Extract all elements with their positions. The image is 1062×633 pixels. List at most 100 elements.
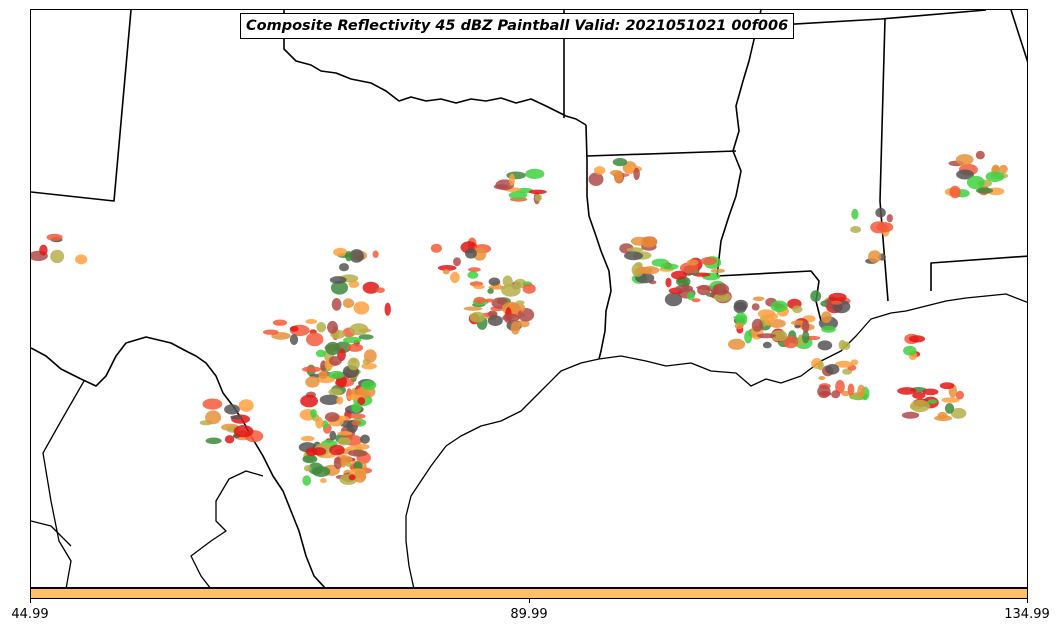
storm-cell <box>473 296 486 304</box>
storm-cell <box>955 154 974 166</box>
storm-cell <box>316 322 327 333</box>
storm-cell <box>903 345 917 356</box>
storm-cell <box>329 430 337 441</box>
storm-cell <box>233 425 254 438</box>
storm-cell <box>372 250 379 258</box>
map-title: Composite Reflectivity 45 dBZ Paintball … <box>240 13 795 39</box>
storm-cell <box>302 475 312 486</box>
tx-ar-border <box>585 124 590 217</box>
storm-cell <box>825 364 840 375</box>
storm-cell <box>330 280 349 295</box>
colorbar-tick-max <box>1027 599 1028 603</box>
storm-cell <box>901 411 920 419</box>
storm-cell <box>289 325 299 332</box>
storm-cell <box>362 281 380 294</box>
storm-cell <box>238 399 254 412</box>
colorbar-label-mid: 89.99 <box>510 607 548 622</box>
storm-cell <box>375 287 385 294</box>
storm-cell <box>354 443 370 450</box>
storm-cell <box>870 221 888 234</box>
storm-cell <box>487 288 494 294</box>
storm-cell <box>308 462 324 475</box>
storm-cell <box>752 296 765 302</box>
storm-cell <box>712 283 730 296</box>
map-panel <box>30 9 1028 588</box>
storm-cell <box>333 247 348 257</box>
storm-cell <box>353 301 370 315</box>
storm-cell <box>831 300 842 305</box>
storm-cell <box>937 411 948 420</box>
storm-cell <box>337 431 353 436</box>
storm-cell <box>985 171 1005 183</box>
storm-cell <box>956 169 974 180</box>
storm-cell <box>534 194 542 202</box>
storm-cell <box>588 172 604 186</box>
storm-cell <box>835 379 845 394</box>
storm-cell <box>612 158 628 167</box>
mexico-state-border <box>42 380 85 587</box>
storm-cell <box>329 276 347 284</box>
storm-cell <box>510 321 521 335</box>
storm-cell <box>302 366 322 373</box>
storm-cell <box>850 226 862 233</box>
storm-cell <box>828 292 847 302</box>
colorbar-label-max: 134.99 <box>1004 607 1050 622</box>
storm-cell <box>303 465 312 472</box>
storm-cell <box>333 457 343 470</box>
storm-cell <box>941 397 960 403</box>
storm-cell <box>300 394 318 408</box>
storm-cell <box>838 339 847 351</box>
storm-cell <box>851 208 859 220</box>
rio-grande <box>31 336 326 587</box>
storm-cell <box>315 349 326 358</box>
storm-cell <box>305 376 320 388</box>
paintball-storm-cells <box>31 150 1009 486</box>
storm-cell <box>762 341 772 349</box>
storm-cell <box>664 292 683 307</box>
storm-cell <box>831 390 841 399</box>
storm-cell <box>468 267 481 272</box>
storm-cell <box>340 455 347 468</box>
storm-cell <box>467 271 479 279</box>
mexico-state-border <box>31 520 72 547</box>
storm-cell <box>272 319 288 326</box>
storm-cell <box>517 319 530 328</box>
storm-cell <box>519 304 526 312</box>
storm-cell <box>821 325 836 333</box>
storm-cell <box>908 335 926 343</box>
storm-cell <box>626 247 644 253</box>
storm-cell <box>633 167 640 181</box>
storm-cell <box>343 336 362 344</box>
storm-cell <box>733 301 747 314</box>
storm-cell <box>751 303 760 311</box>
storm-cell <box>305 319 318 324</box>
storm-cell <box>528 189 547 195</box>
storm-cell <box>834 360 853 368</box>
storm-cell <box>912 391 926 399</box>
storm-cell <box>488 277 501 286</box>
storm-cell <box>817 360 824 371</box>
storm-cell <box>522 283 536 294</box>
storm-cell <box>614 170 624 183</box>
storm-cell <box>50 249 65 264</box>
storm-cell <box>306 332 324 347</box>
fl-panhandle <box>930 255 1027 291</box>
storm-cell <box>46 233 63 241</box>
storm-cell <box>841 390 851 397</box>
storm-cell <box>361 380 377 390</box>
storm-cell <box>289 334 299 346</box>
storm-cell <box>328 370 345 379</box>
storm-cell <box>324 412 340 422</box>
storm-cell <box>485 298 494 303</box>
storm-cell <box>230 415 243 420</box>
storm-cell <box>910 399 930 413</box>
storm-cell <box>469 311 486 323</box>
storm-cell <box>339 263 349 272</box>
storm-cell <box>955 390 965 400</box>
storm-cell <box>641 266 660 275</box>
storm-cell <box>640 236 658 248</box>
storm-cell <box>525 168 545 179</box>
storm-cell <box>966 175 985 190</box>
storm-cell <box>349 413 366 420</box>
storm-cell <box>351 420 362 426</box>
